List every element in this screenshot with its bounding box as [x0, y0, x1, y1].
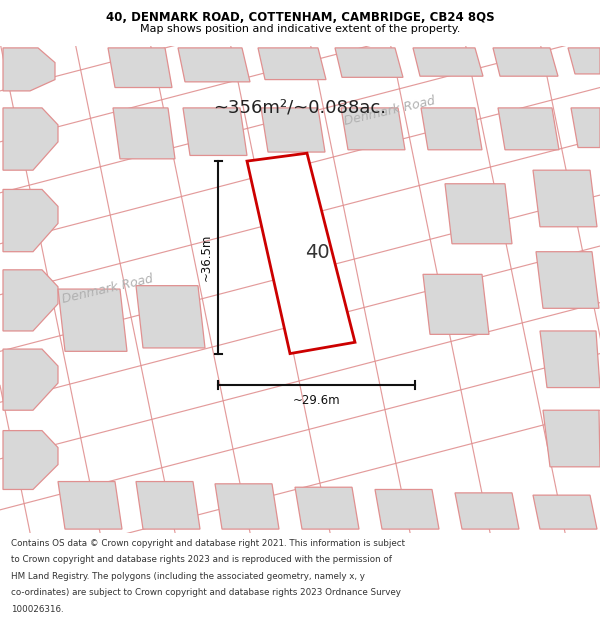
Polygon shape [543, 410, 600, 467]
Polygon shape [335, 48, 403, 78]
Polygon shape [445, 184, 512, 244]
Polygon shape [136, 481, 200, 529]
Text: co-ordinates) are subject to Crown copyright and database rights 2023 Ordnance S: co-ordinates) are subject to Crown copyr… [11, 588, 401, 598]
Text: Contains OS data © Crown copyright and database right 2021. This information is : Contains OS data © Crown copyright and d… [11, 539, 405, 548]
Polygon shape [423, 274, 489, 334]
Polygon shape [533, 495, 597, 529]
Text: Denmark Road: Denmark Road [61, 272, 155, 306]
Polygon shape [3, 48, 55, 91]
Polygon shape [3, 108, 58, 170]
Text: to Crown copyright and database rights 2023 and is reproduced with the permissio: to Crown copyright and database rights 2… [11, 556, 392, 564]
Text: 40: 40 [305, 243, 330, 262]
Polygon shape [455, 493, 519, 529]
Polygon shape [113, 108, 175, 159]
Polygon shape [413, 48, 483, 76]
Text: ~356m²/~0.088ac.: ~356m²/~0.088ac. [214, 99, 386, 117]
Polygon shape [421, 108, 482, 150]
Text: Map shows position and indicative extent of the property.: Map shows position and indicative extent… [140, 24, 460, 34]
Text: 100026316.: 100026316. [11, 605, 64, 614]
Polygon shape [493, 48, 558, 76]
Polygon shape [3, 431, 58, 489]
Text: ~29.6m: ~29.6m [293, 394, 340, 408]
Polygon shape [3, 189, 58, 252]
Text: HM Land Registry. The polygons (including the associated geometry, namely x, y: HM Land Registry. The polygons (includin… [11, 572, 365, 581]
Polygon shape [58, 481, 122, 529]
Polygon shape [178, 48, 250, 82]
Polygon shape [540, 331, 600, 388]
Polygon shape [375, 489, 439, 529]
Text: 40, DENMARK ROAD, COTTENHAM, CAMBRIDGE, CB24 8QS: 40, DENMARK ROAD, COTTENHAM, CAMBRIDGE, … [106, 11, 494, 24]
Polygon shape [258, 48, 326, 79]
Polygon shape [536, 252, 599, 308]
Polygon shape [498, 108, 559, 150]
Polygon shape [295, 488, 359, 529]
Polygon shape [3, 270, 58, 331]
Polygon shape [108, 48, 172, 88]
Polygon shape [261, 108, 325, 152]
Text: ~36.5m: ~36.5m [200, 234, 213, 281]
Polygon shape [136, 286, 205, 348]
Polygon shape [3, 349, 58, 410]
Polygon shape [568, 48, 600, 74]
Polygon shape [58, 289, 127, 351]
Text: Denmark Road: Denmark Road [343, 94, 437, 128]
Polygon shape [215, 484, 279, 529]
Polygon shape [533, 170, 597, 227]
Polygon shape [571, 108, 600, 148]
Polygon shape [247, 153, 355, 354]
Polygon shape [341, 108, 405, 150]
Polygon shape [183, 108, 247, 156]
